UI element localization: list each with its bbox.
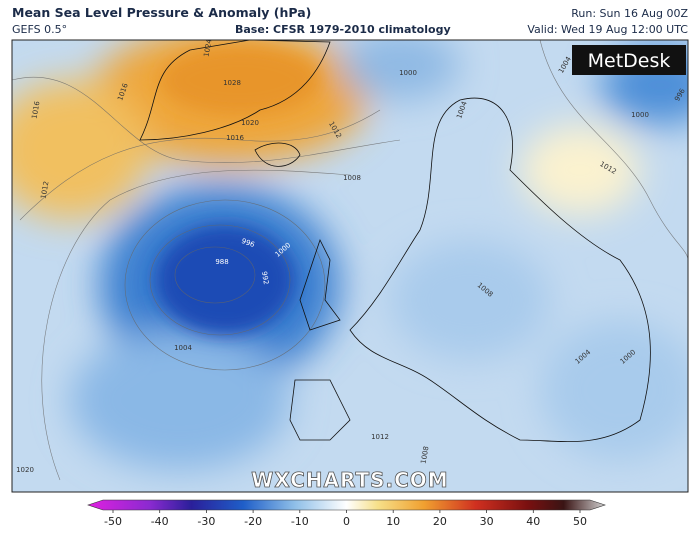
colorbar-tick-label: -20 [244, 515, 262, 528]
colorbar-tick-label: 40 [526, 515, 540, 528]
logo-box [572, 45, 686, 75]
isobar-label: 1016 [226, 134, 244, 142]
isobars [12, 40, 688, 481]
anomaly-core [155, 45, 320, 335]
logo: MetDesk [588, 50, 671, 72]
colorbar-tick-label: 30 [480, 515, 494, 528]
map-frame [11, 39, 689, 493]
colorbar-tick-label: -40 [151, 515, 169, 528]
title: Mean Sea Level Pressure & Anomaly (hPa) [12, 5, 311, 20]
isobar-label: 1024 [203, 38, 214, 57]
colorbar-tick-label: 50 [573, 515, 587, 528]
base: Base: CFSR 1979-2010 climatology [235, 23, 451, 36]
colorbar-tick-label: -10 [291, 515, 309, 528]
colorbar-tick-label: 0 [343, 515, 350, 528]
isobar-label: 1028 [223, 79, 241, 87]
isobar-label: 1000 [399, 69, 417, 77]
isobar-label: 1008 [420, 446, 431, 465]
isobar-label: 1020 [241, 119, 259, 127]
isobar-label: 1000 [631, 111, 649, 119]
isobar-label: 1012 [40, 181, 51, 200]
colorbar-tick-label: 20 [433, 515, 447, 528]
colorbar-tick-label: -50 [104, 515, 122, 528]
coastlines [139, 40, 651, 442]
colorbar-tick-label: 10 [386, 515, 400, 528]
isobar-label: 1016 [31, 100, 42, 119]
model: GEFS 0.5° [12, 23, 67, 36]
anomaly-field [12, 40, 688, 470]
isobar-label: 1008 [343, 174, 361, 182]
isobar-label: 1020 [16, 466, 34, 474]
colorbar-tick-label: -30 [197, 515, 215, 528]
isobar-label: 988 [215, 258, 228, 266]
isobar-label: 1012 [371, 433, 389, 441]
watermark: WXCHARTS.COM [251, 468, 448, 492]
isobar-label: 1004 [174, 344, 192, 352]
run: Run: Sun 16 Aug 00Z [571, 7, 688, 20]
colorbar [87, 499, 606, 511]
colorbar-ticks: -50 -40 -30 -20 -10 0 10 20 30 40 50 [104, 510, 587, 528]
valid: Valid: Wed 19 Aug 12:00 UTC [527, 23, 688, 36]
isobar-label: 992 [260, 271, 270, 286]
